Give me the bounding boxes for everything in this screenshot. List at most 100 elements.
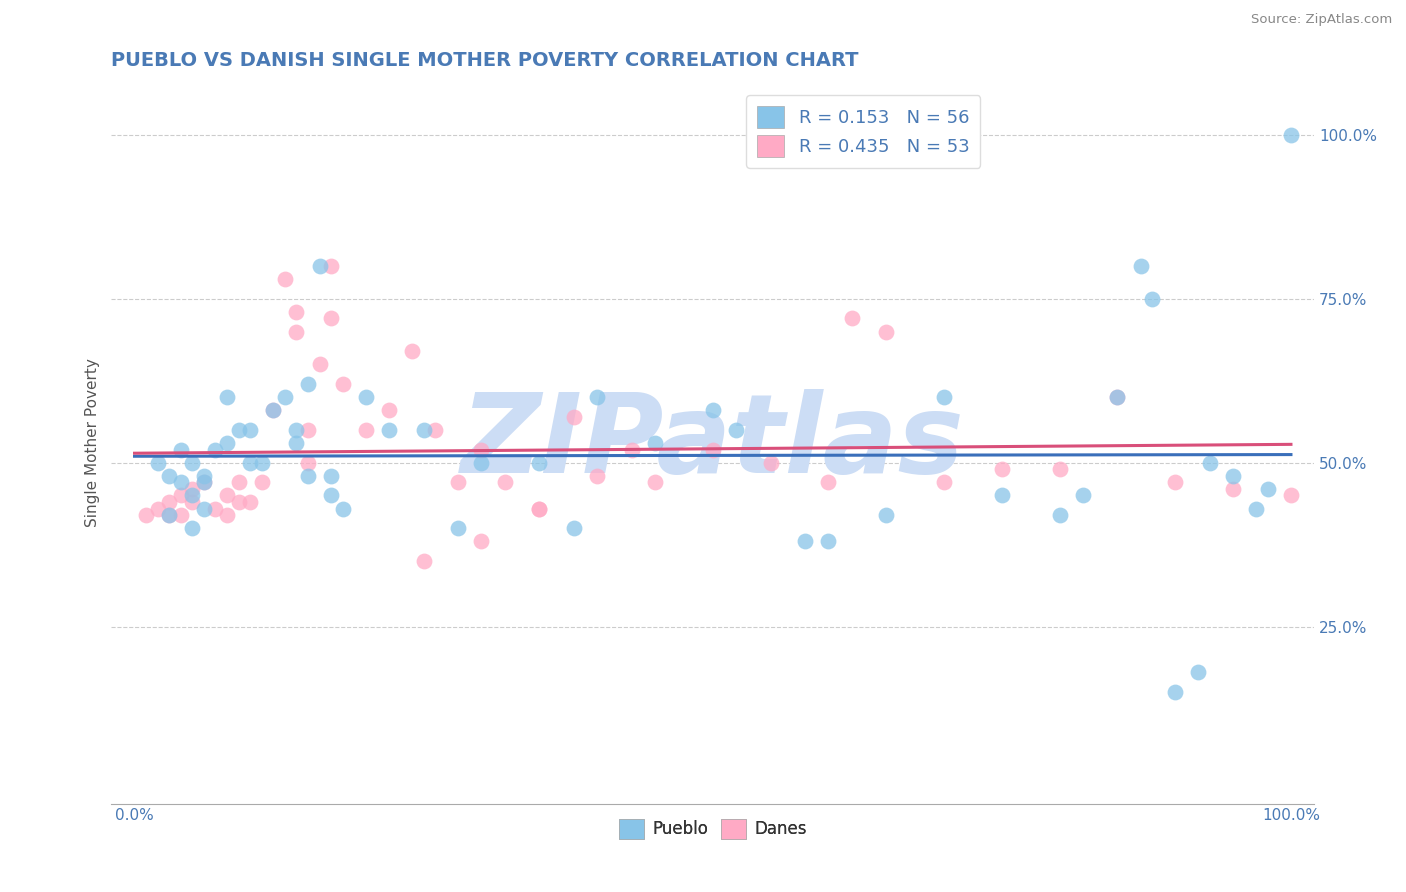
Point: [285, 436, 308, 450]
Point: [1187, 665, 1209, 680]
Text: ZIPatlas: ZIPatlas: [461, 390, 965, 497]
Point: [702, 442, 724, 457]
Point: [308, 259, 330, 273]
Point: [181, 456, 204, 470]
Point: [262, 403, 284, 417]
Point: [586, 468, 609, 483]
Point: [193, 501, 215, 516]
Point: [378, 423, 401, 437]
Point: [841, 311, 863, 326]
Point: [991, 488, 1014, 502]
Point: [239, 456, 262, 470]
Point: [354, 390, 377, 404]
Point: [215, 508, 238, 522]
Point: [297, 376, 319, 391]
Point: [620, 442, 643, 457]
Point: [215, 390, 238, 404]
Point: [470, 442, 492, 457]
Point: [297, 423, 319, 437]
Point: [817, 475, 839, 490]
Point: [412, 554, 434, 568]
Point: [991, 462, 1014, 476]
Point: [193, 468, 215, 483]
Point: [274, 390, 297, 404]
Text: PUEBLO VS DANISH SINGLE MOTHER POVERTY CORRELATION CHART: PUEBLO VS DANISH SINGLE MOTHER POVERTY C…: [111, 51, 859, 70]
Point: [215, 436, 238, 450]
Point: [193, 475, 215, 490]
Point: [875, 325, 897, 339]
Point: [170, 475, 193, 490]
Point: [170, 508, 193, 522]
Point: [644, 475, 666, 490]
Point: [470, 456, 492, 470]
Point: [702, 403, 724, 417]
Point: [228, 423, 250, 437]
Point: [401, 344, 423, 359]
Point: [759, 456, 782, 470]
Point: [157, 468, 180, 483]
Point: [529, 501, 551, 516]
Point: [146, 456, 169, 470]
Point: [412, 423, 434, 437]
Point: [157, 508, 180, 522]
Point: [181, 521, 204, 535]
Point: [321, 259, 343, 273]
Point: [285, 305, 308, 319]
Point: [297, 456, 319, 470]
Legend: Pueblo, Danes: Pueblo, Danes: [612, 812, 814, 846]
Point: [794, 534, 817, 549]
Point: [875, 508, 897, 522]
Point: [1129, 259, 1152, 273]
Point: [817, 534, 839, 549]
Point: [494, 475, 516, 490]
Point: [181, 495, 204, 509]
Point: [354, 423, 377, 437]
Point: [321, 311, 343, 326]
Point: [228, 495, 250, 509]
Point: [378, 403, 401, 417]
Point: [425, 423, 447, 437]
Point: [562, 409, 585, 424]
Point: [1107, 390, 1129, 404]
Point: [332, 376, 354, 391]
Point: [262, 403, 284, 417]
Point: [529, 456, 551, 470]
Point: [146, 501, 169, 516]
Point: [239, 423, 262, 437]
Point: [308, 357, 330, 371]
Point: [321, 468, 343, 483]
Text: Source: ZipAtlas.com: Source: ZipAtlas.com: [1251, 13, 1392, 27]
Point: [644, 436, 666, 450]
Point: [285, 423, 308, 437]
Point: [228, 475, 250, 490]
Point: [724, 423, 747, 437]
Point: [586, 390, 609, 404]
Point: [1257, 482, 1279, 496]
Point: [285, 325, 308, 339]
Y-axis label: Single Mother Poverty: Single Mother Poverty: [86, 359, 100, 527]
Point: [1279, 128, 1302, 142]
Point: [1222, 482, 1244, 496]
Point: [529, 501, 551, 516]
Point: [157, 495, 180, 509]
Point: [1140, 292, 1163, 306]
Point: [321, 488, 343, 502]
Point: [239, 495, 262, 509]
Point: [193, 475, 215, 490]
Point: [332, 501, 354, 516]
Point: [447, 475, 470, 490]
Point: [1279, 488, 1302, 502]
Point: [932, 475, 955, 490]
Point: [1107, 390, 1129, 404]
Point: [1049, 462, 1071, 476]
Point: [1222, 468, 1244, 483]
Point: [204, 501, 226, 516]
Point: [250, 456, 273, 470]
Point: [1244, 501, 1267, 516]
Point: [1071, 488, 1094, 502]
Point: [135, 508, 157, 522]
Point: [470, 534, 492, 549]
Point: [1164, 475, 1187, 490]
Point: [181, 488, 204, 502]
Point: [204, 442, 226, 457]
